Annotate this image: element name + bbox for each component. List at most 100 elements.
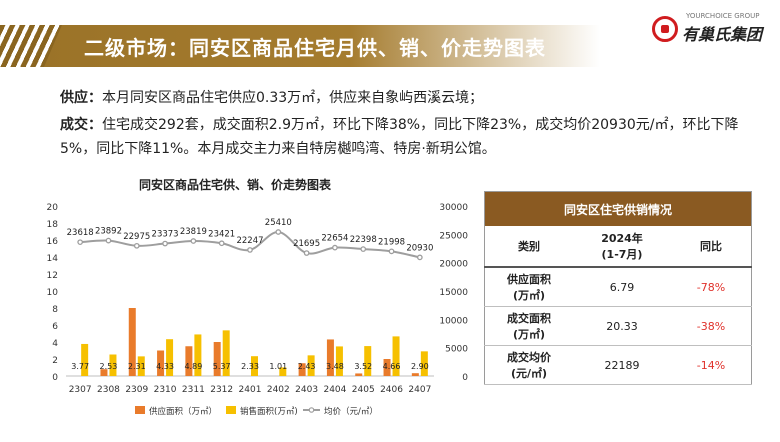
price-data-label: 21998 (378, 237, 405, 247)
price-point (388, 248, 395, 255)
x-tick-label: 2307 (69, 385, 92, 395)
y-right-tick-label: 25000 (439, 231, 468, 241)
sales-data-label: 5.37 (213, 362, 231, 371)
price-point (275, 229, 282, 235)
sales-data-label: 3.48 (326, 362, 344, 371)
legend-label-supply: 供应面积（万㎡） (149, 406, 217, 417)
legend-swatch-supply (135, 406, 145, 414)
sales-bar (420, 351, 428, 376)
sales-bar (335, 346, 343, 376)
deal-paragraph: 成交：住宅成交292套，成交面积2.9万㎡，环比下降38%，同比下降23%，成交… (60, 113, 740, 161)
x-tick-label: 2405 (352, 385, 375, 395)
price-point (105, 237, 112, 244)
x-tick-label: 2312 (210, 385, 233, 395)
table-header-yoy: 同比 (671, 226, 752, 268)
sales-bar (392, 336, 400, 376)
sales-bar (222, 330, 230, 376)
table-row: 成交均价 (元/㎡) 22189 -14% (484, 345, 752, 385)
price-data-label: 22247 (236, 236, 263, 246)
table-row-yoy: -14% (671, 345, 752, 385)
supply-bar (185, 346, 193, 376)
table-row-value: 22189 (573, 345, 671, 385)
table-title: 同安区住宅供销情况 (484, 191, 752, 226)
price-point (190, 238, 197, 244)
logo-english: YOURCHOICE GROUP (686, 12, 760, 20)
legend-marker-price (308, 407, 315, 413)
supply-table: 同安区住宅供销情况 类别 2024年 (1-7月) 同比 供应面积 (万㎡) 6… (484, 191, 752, 385)
supply-bar (411, 373, 419, 376)
y-right-tick-label: 15000 (439, 288, 468, 298)
price-point (416, 254, 423, 261)
price-data-label: 22398 (350, 235, 377, 245)
sales-bar (279, 367, 287, 376)
x-tick-label: 2403 (295, 385, 318, 395)
supply-bar (128, 308, 136, 376)
supply-bar (383, 359, 391, 376)
y-left-tick-label: 18 (47, 220, 59, 230)
table-row-yoy: -78% (671, 267, 752, 307)
y-left-tick-label: 4 (52, 339, 58, 349)
supply-bar (100, 369, 108, 376)
sales-bar (137, 356, 145, 376)
table-header-row: 类别 2024年 (1-7月) 同比 (484, 226, 752, 268)
table-row-yoy: -38% (671, 306, 752, 346)
legend-label-price: 均价（元/㎡） (324, 406, 378, 417)
sales-data-label: 2.53 (100, 362, 118, 371)
title-bar: 二级市场：同安区商品住宅月供、销、价走势图表 (0, 25, 600, 67)
price-data-label: 22654 (321, 234, 348, 244)
supply-text: 本月同安区商品住宅供应0.33万㎡，供应来自象屿西溪云境； (102, 90, 484, 106)
y-left-tick-label: 6 (52, 322, 58, 332)
sales-data-label: 3.52 (354, 362, 372, 371)
x-tick-label: 2309 (125, 385, 148, 395)
y-left-tick-label: 14 (47, 254, 59, 264)
price-data-label: 20930 (406, 243, 433, 253)
table-row-value: 20.33 (573, 306, 671, 346)
x-tick-label: 2402 (267, 385, 290, 395)
y-left-tick-label: 16 (47, 237, 59, 247)
table-row-value: 6.79 (573, 267, 671, 307)
y-left-tick-label: 8 (52, 305, 58, 315)
price-data-label: 21695 (293, 239, 320, 249)
y-right-tick-label: 20000 (439, 260, 468, 270)
table-row: 成交面积 (万㎡) 20.33 -38% (484, 306, 752, 346)
supply-label: 供应： (60, 90, 102, 106)
legend-swatch-sales (226, 406, 236, 414)
sales-data-label: 2.31 (128, 362, 146, 371)
page-title: 二级市场：同安区商品住宅月供、销、价走势图表 (84, 36, 546, 60)
supply-bar (326, 339, 334, 376)
sales-bar (109, 354, 117, 376)
sales-data-label: 2.33 (241, 362, 259, 371)
price-data-label: 23892 (95, 227, 122, 237)
price-point (133, 242, 140, 249)
logo-icon (652, 16, 678, 42)
sales-data-label: 2.90 (411, 362, 429, 371)
y-left-tick-label: 20 (47, 203, 59, 213)
x-tick-label: 2310 (154, 385, 177, 395)
table-row-label: 供应面积 (万㎡) (484, 267, 573, 307)
supply-bar (213, 342, 221, 376)
table-row-label: 成交面积 (万㎡) (484, 306, 573, 346)
legend-label-sales: 销售面积(万㎡) (240, 406, 298, 417)
price-point (162, 240, 168, 247)
sales-bar (81, 343, 89, 376)
y-right-tick-label: 0 (462, 373, 468, 383)
price-point (360, 246, 367, 252)
price-data-label: 23819 (180, 227, 207, 237)
table-header-category: 类别 (484, 226, 573, 268)
deal-label: 成交： (60, 117, 102, 133)
table-header-period: 2024年 (1-7月) (573, 226, 671, 268)
sales-data-label: 3.77 (71, 362, 89, 371)
price-point (77, 239, 84, 246)
sales-bar (194, 334, 202, 376)
sales-bar (166, 339, 174, 376)
y-left-tick-label: 0 (52, 373, 58, 383)
y-right-tick-label: 30000 (439, 203, 468, 213)
y-left-tick-label: 2 (52, 356, 58, 366)
price-data-label: 25410 (265, 218, 292, 228)
x-tick-label: 2308 (97, 385, 120, 395)
price-data-label: 23618 (67, 228, 94, 238)
x-tick-label: 2404 (323, 385, 346, 395)
sales-data-label: 4.89 (184, 362, 202, 371)
company-logo: YOURCHOICE GROUP 有巢氏集团 (652, 12, 772, 48)
sales-data-label: 1.01 (269, 362, 287, 371)
